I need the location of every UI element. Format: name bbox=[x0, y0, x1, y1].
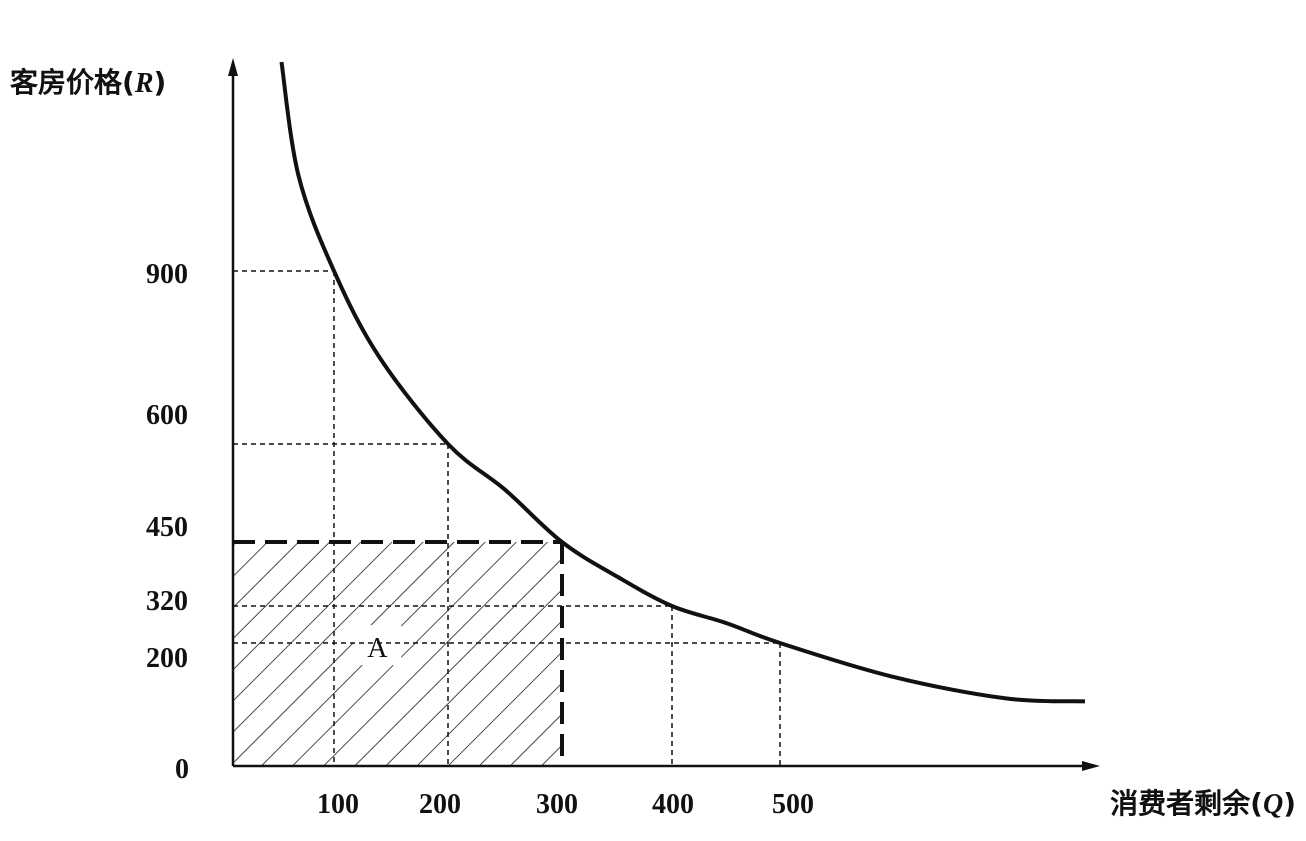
y-tick-600: 600 bbox=[146, 400, 188, 431]
y-tick-450: 450 bbox=[146, 512, 188, 543]
y-axis-arrow bbox=[228, 58, 238, 76]
y-axis-title: 客房价格(R) bbox=[10, 66, 166, 99]
region-label-a: A bbox=[367, 633, 388, 664]
demand-curve bbox=[279, 61, 1086, 704]
reference-lines bbox=[233, 270, 781, 766]
y-tick-320: 320 bbox=[146, 586, 188, 617]
x-tick-500: 500 bbox=[772, 789, 814, 820]
x-axis-title: 消费者剩余(Q) bbox=[1110, 787, 1296, 820]
y-tick-900: 900 bbox=[146, 259, 188, 290]
y-tick-200: 200 bbox=[146, 643, 188, 674]
shaded-region-a bbox=[233, 540, 564, 766]
x-axis-arrow bbox=[1082, 761, 1100, 771]
region-label-background bbox=[353, 625, 402, 666]
x-tick-100: 100 bbox=[317, 789, 359, 820]
x-tick-300: 300 bbox=[536, 789, 578, 820]
origin-label: 0 bbox=[175, 754, 189, 785]
x-tick-200: 200 bbox=[419, 789, 461, 820]
x-tick-400: 400 bbox=[652, 789, 694, 820]
